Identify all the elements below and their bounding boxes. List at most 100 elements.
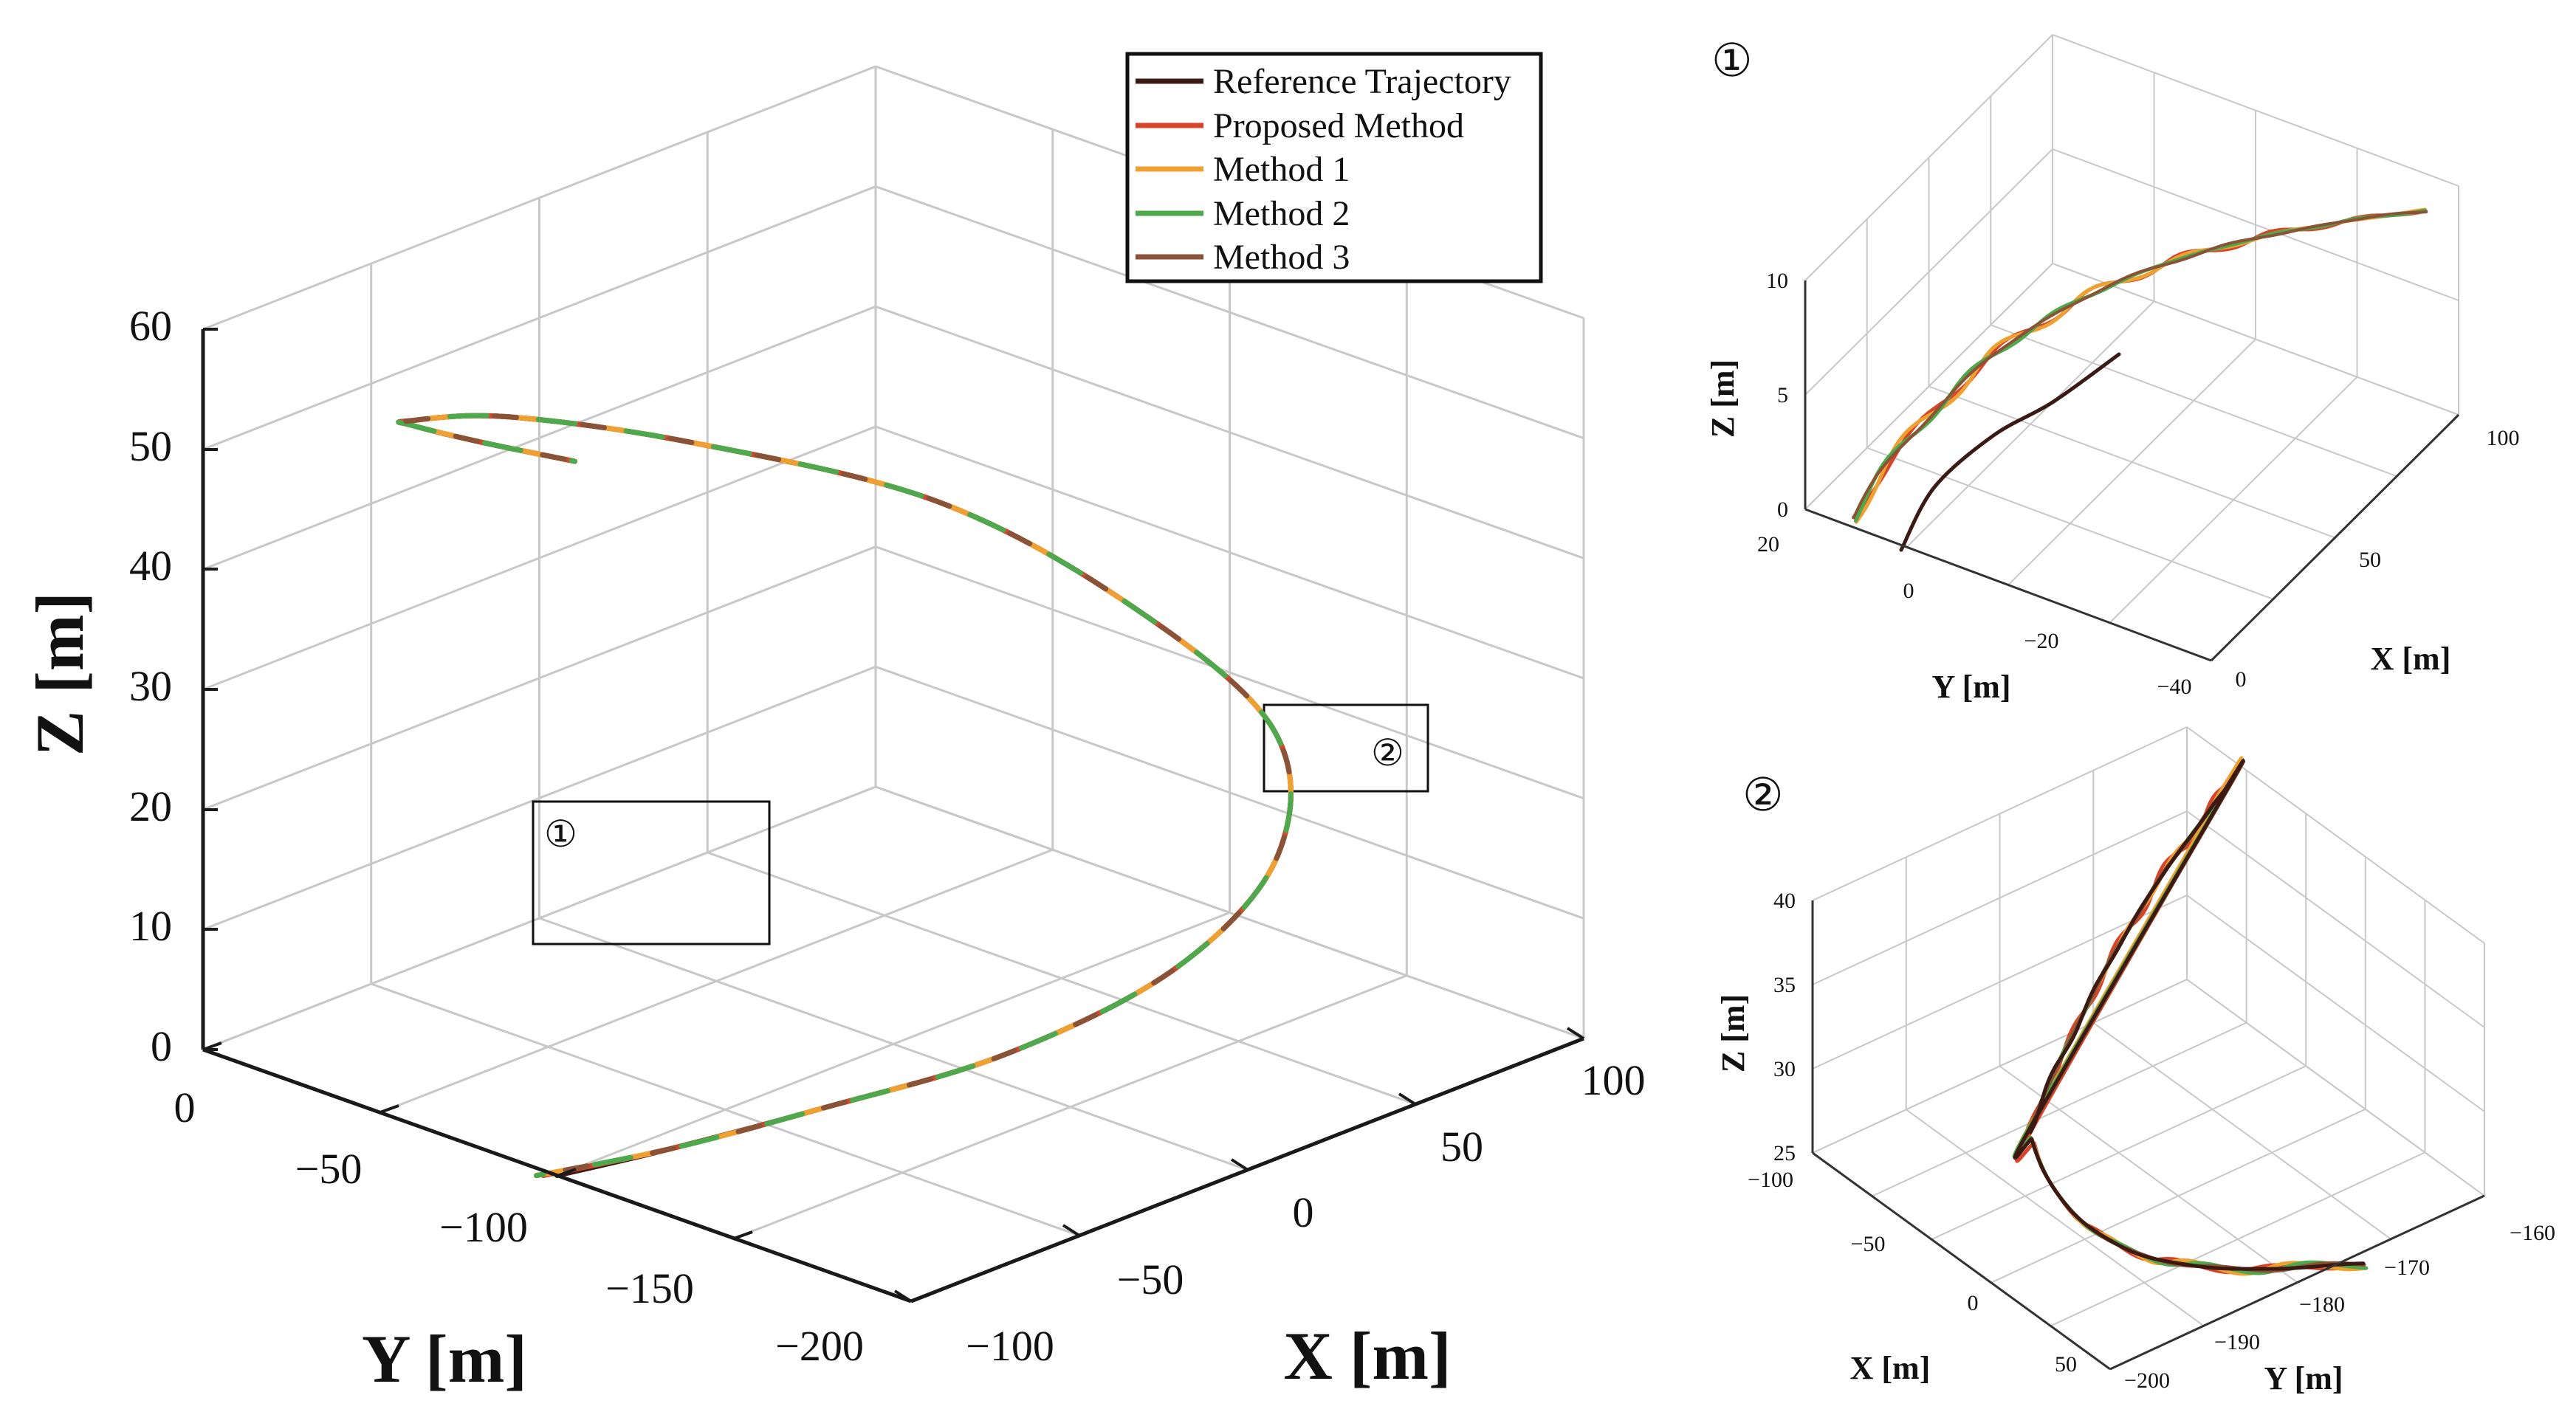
inset-2-x-axis-label: X [m]	[1850, 1350, 1931, 1386]
grid-line	[875, 185, 1584, 440]
inset-2-x-tick-label: −100	[1748, 1168, 1793, 1192]
inset-2-z-tick-label: 30	[1773, 1057, 1796, 1081]
grid-line	[1906, 1109, 2205, 1327]
grid-line	[1991, 1108, 2366, 1284]
inset-2-z-ticks: 25 30 35 40	[1773, 889, 1796, 1165]
grid-line	[2186, 726, 2485, 944]
grid-line	[707, 851, 1416, 1106]
inset-1-z-tick-label: 10	[1766, 269, 1788, 293]
inset-2-x-ticks: −100 −50 0 50	[1748, 1168, 2077, 1377]
grid-line	[1906, 300, 2155, 548]
inset-2-z-axis-label: Z [m]	[1715, 994, 1751, 1072]
inset-1-y-axis	[1804, 508, 2212, 662]
inset-2-z-tick-label: 25	[1773, 1141, 1796, 1165]
y-axis-tick-labels: 0 −50 −100 −150 −200	[174, 1084, 864, 1370]
zoom-marker-1: ①	[544, 813, 577, 855]
inset-2-marker: ②	[1742, 771, 1784, 821]
x-tick-label: 0	[1293, 1188, 1314, 1236]
inset-2-y-tick-label: −190	[2214, 1330, 2260, 1354]
x-axis-label: X [m]	[1283, 1318, 1451, 1394]
series-line-method3	[396, 413, 1294, 1179]
zoom-marker-2: ②	[1371, 732, 1404, 774]
grid-line	[1812, 895, 2188, 1070]
series-line-method2	[396, 413, 1294, 1179]
inset-1-y-tick-label: −40	[2157, 675, 2192, 699]
x-tick-label: −50	[1117, 1256, 1184, 1303]
grid-line	[2050, 1151, 2425, 1327]
inset-1-x-tick-label: 50	[2359, 548, 2381, 572]
z-axis-tick-labels: 0 10 20 30 40 50 60	[129, 302, 172, 1070]
inset-2-y-axis	[2109, 1194, 2485, 1371]
grid-line	[202, 185, 876, 451]
inset-1-x-tick-label: 100	[2487, 426, 2520, 450]
grid-line	[875, 425, 1584, 680]
inset-1-z-axis-label: Z [m]	[1705, 359, 1741, 438]
x-tick-label: 100	[1581, 1056, 1646, 1104]
z-tick-label: 50	[129, 422, 172, 470]
grid-line	[1812, 979, 2188, 1154]
inset-1-z-tick-label: 0	[1777, 497, 1788, 522]
inset-1-y-tick-label: 20	[1757, 532, 1779, 557]
grid-line	[2007, 338, 2256, 586]
z-tick-label: 60	[129, 302, 172, 350]
grid-line	[1804, 34, 2053, 281]
series-line-proposed	[396, 413, 1294, 1179]
main-3d-plot: ① ② 0 10 20 30 40 50 60	[22, 52, 1646, 1396]
inset-2-x-tick-label: 0	[1968, 1291, 1979, 1315]
main-trajectories	[396, 413, 1294, 1179]
x-axis-ticks	[893, 1027, 1585, 1303]
inset-1-y-tick-label: −20	[2024, 629, 2059, 653]
z-tick-label: 0	[151, 1022, 172, 1070]
y-axis-line	[202, 1047, 912, 1303]
z-axis-label: Z [m]	[22, 592, 97, 756]
grid-line	[202, 305, 876, 571]
grid-line	[2186, 979, 2485, 1196]
y-tick-label: −200	[775, 1322, 864, 1370]
inset-1-trajectories	[1852, 207, 2428, 552]
inset-2-y-tick-label: −170	[2384, 1256, 2430, 1280]
zoom-box-1	[532, 800, 771, 946]
legend-label-proposed: Proposed Method	[1213, 106, 1464, 145]
inset-1-y-axis-label: Y [m]	[1931, 669, 2010, 705]
y-tick-label: −100	[439, 1203, 528, 1251]
z-tick-label: 40	[129, 542, 172, 590]
grid-line	[202, 785, 876, 1051]
grid-line	[2109, 376, 2358, 624]
inset-2-y-tick-label: −180	[2299, 1292, 2345, 1317]
grid-line	[2186, 810, 2485, 1028]
grid-line	[202, 665, 876, 931]
grid-line	[733, 974, 1407, 1240]
inset-2-series-reference	[2013, 759, 2366, 1271]
inset-2-y-tick-label: −200	[2124, 1368, 2170, 1393]
grid-line	[2052, 148, 2459, 301]
inset-1-series-method2	[1853, 208, 2428, 523]
inset-2-y-tick-label: −160	[2510, 1221, 2555, 1245]
inset-1-series-reference	[1899, 352, 2121, 552]
inset-2-trajectories	[2012, 756, 2369, 1276]
grid-line	[2092, 1022, 2391, 1240]
grid-line	[2052, 263, 2459, 416]
legend: Reference Trajectory Proposed Method Met…	[1125, 52, 1543, 283]
y-tick-label: 0	[174, 1084, 196, 1132]
z-tick-label: 20	[129, 782, 172, 830]
z-axis-ticks	[203, 328, 218, 1051]
inset-2-x-axis	[1812, 1151, 2111, 1371]
inset-1-x-ticks: 0 50 100	[2236, 426, 2520, 692]
legend-label-reference: Reference Trajectory	[1213, 62, 1511, 101]
inset-2-plot: ② 25 30 35 40 −100 −50 0 50 −200 −190 −1…	[1715, 726, 2555, 1396]
grid-line	[202, 65, 876, 331]
x-tick-label: 50	[1440, 1123, 1483, 1171]
grid-line	[875, 665, 1584, 920]
z-tick-label: 10	[129, 902, 172, 950]
grid-line	[2052, 34, 2459, 187]
inset-2-z-tick-label: 35	[1773, 973, 1796, 997]
grid-line	[875, 545, 1584, 800]
series-line-reference	[396, 413, 1294, 1178]
inset-1-series-method3	[1852, 210, 2428, 520]
x-axis-tick-labels: −100 −50 0 50 100	[966, 1056, 1645, 1370]
x-tick-label: −100	[966, 1322, 1054, 1370]
grid-line	[202, 545, 876, 811]
legend-label-method2: Method 2	[1213, 194, 1350, 233]
